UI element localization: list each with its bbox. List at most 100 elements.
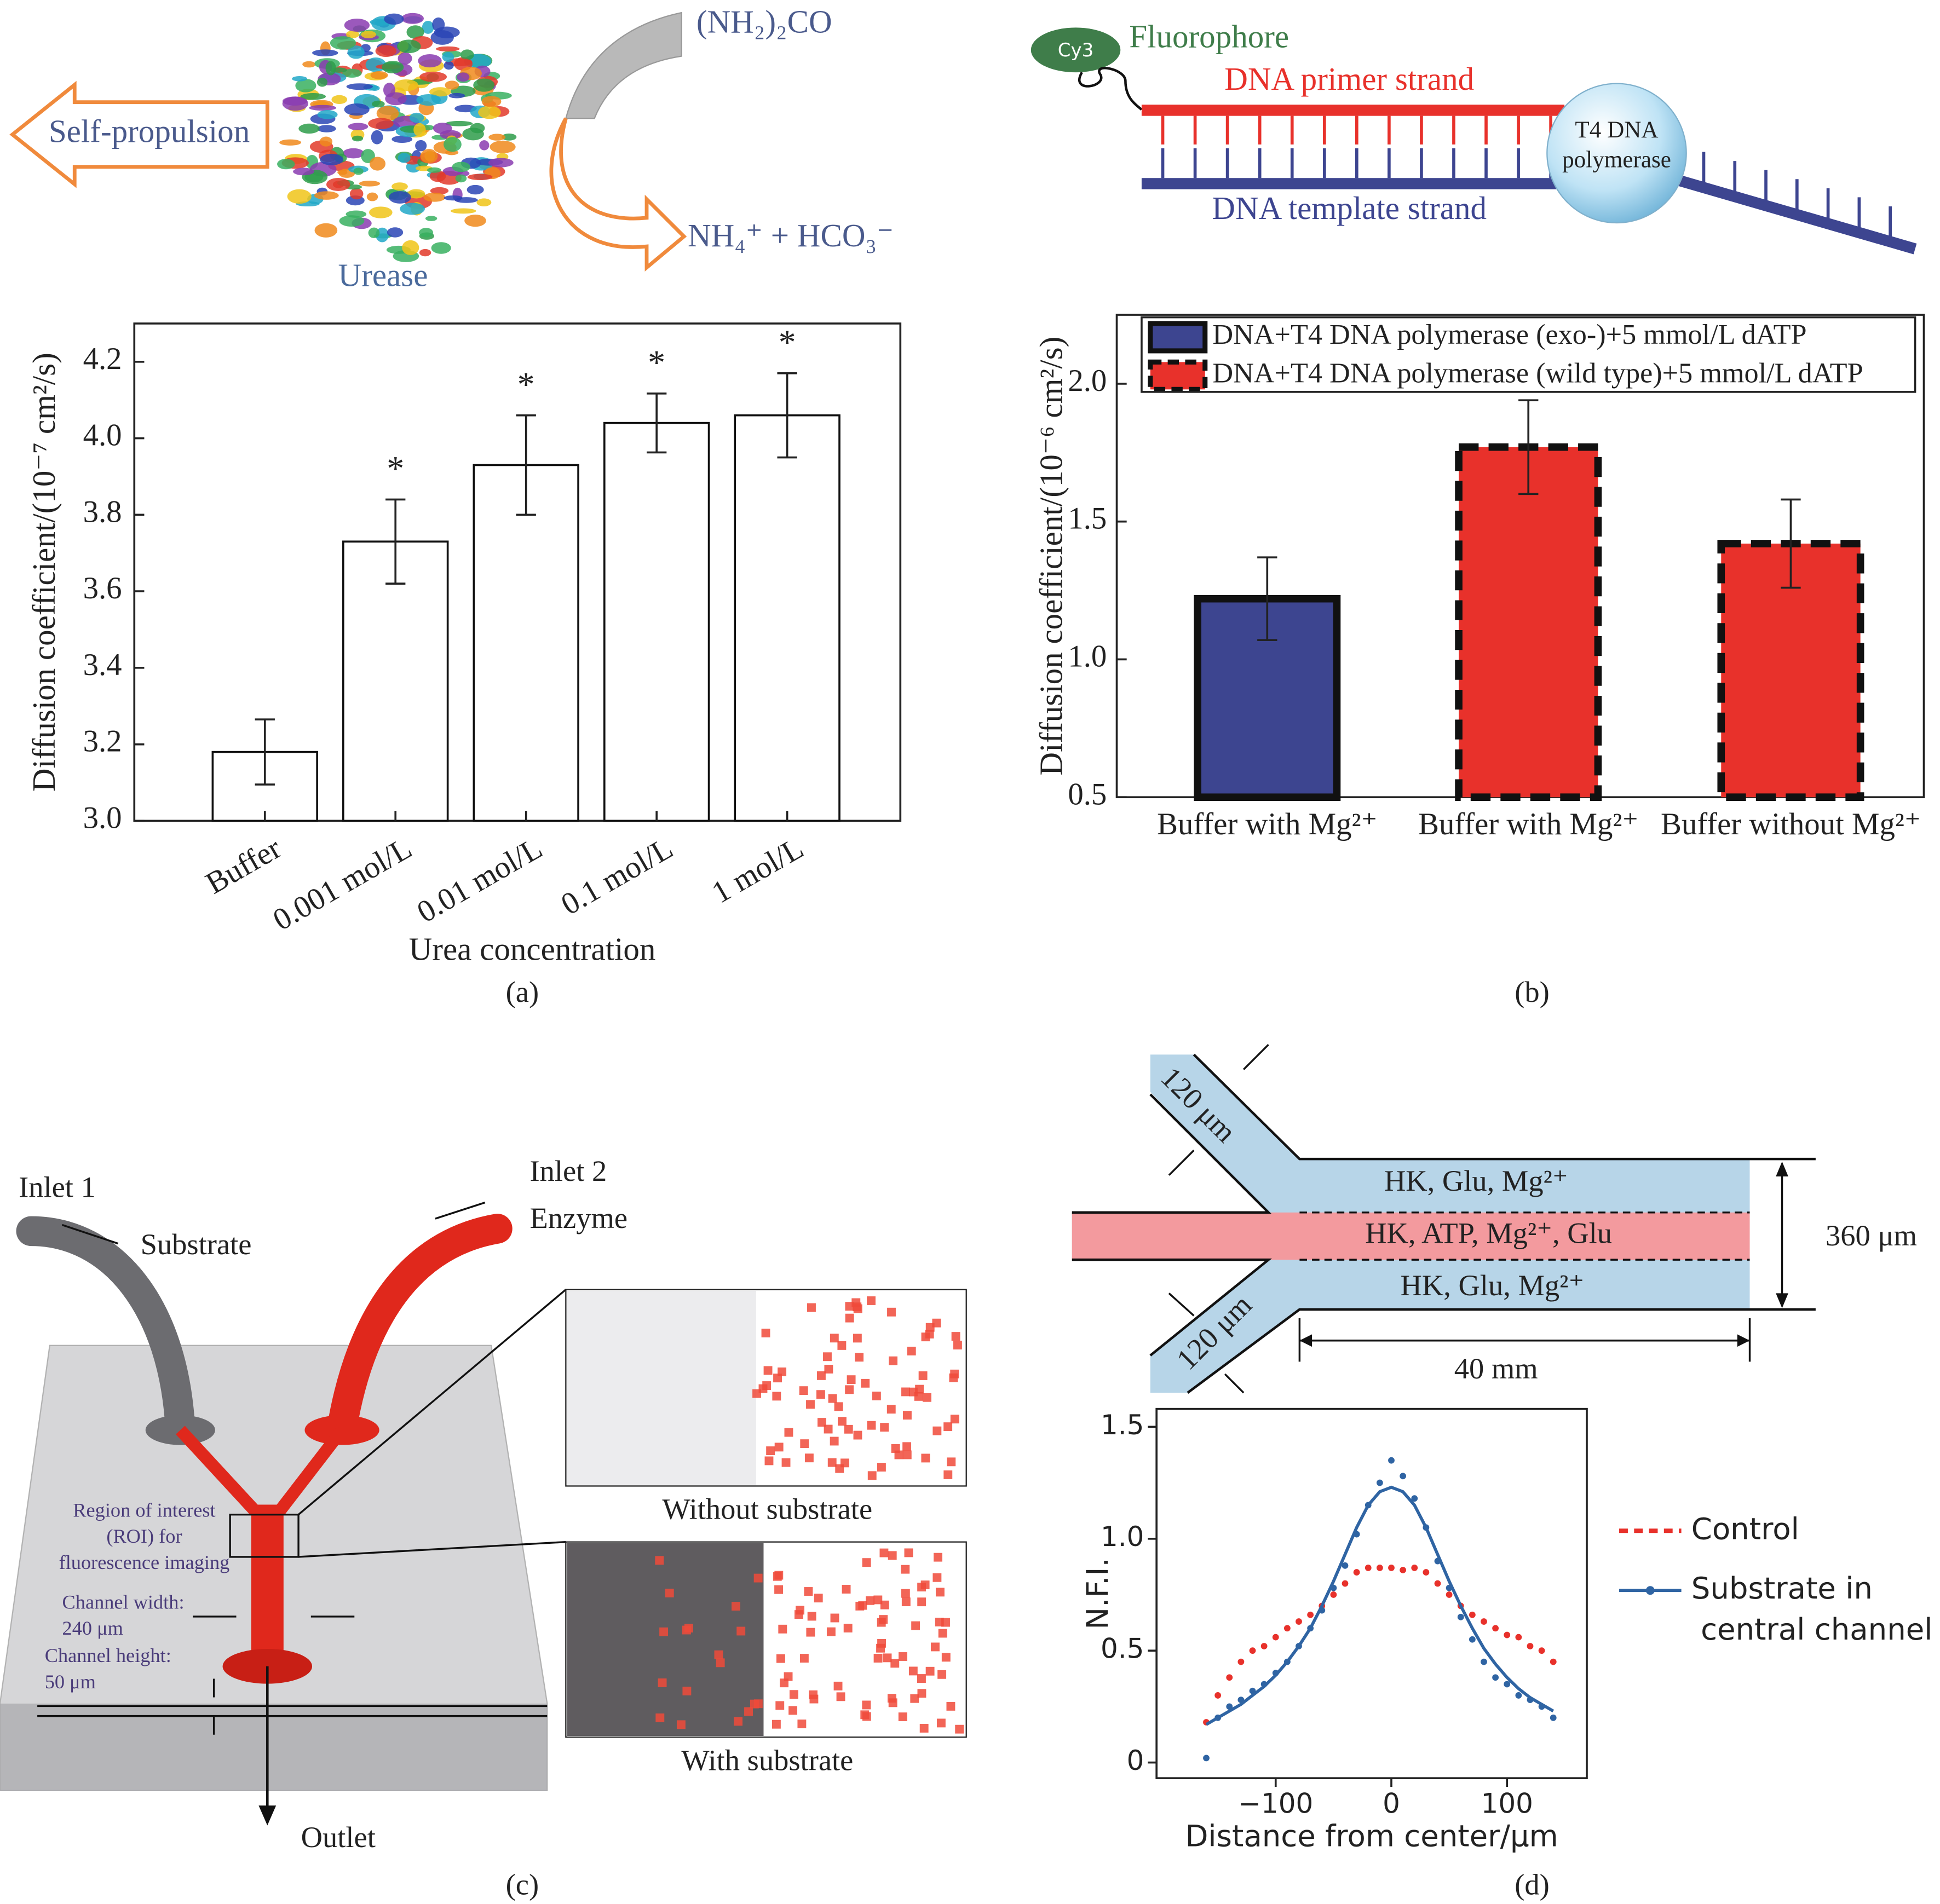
outlet-arrowhead [258,1805,277,1826]
protein-fragment [353,168,364,175]
dye-label: Cy3 [1058,39,1094,61]
data-point [1226,1674,1233,1681]
particle [766,1446,775,1455]
x-axis-label: Urea concentration [409,931,656,967]
particle [807,1612,816,1621]
particle [799,1386,808,1395]
particle [753,1573,763,1583]
protein-fragment [445,80,459,90]
microfluidic-diagram: Inlet 1 Substrate Inlet 2 Enzyme Region … [0,1154,967,1854]
particle [901,1565,910,1574]
protein-fragment [287,189,312,204]
protein-fragment [387,227,404,238]
particle [833,1681,843,1690]
particle [836,1692,845,1701]
protein-fragment [473,78,495,92]
legend-swatch [1148,359,1208,392]
particle [943,1422,953,1432]
template-label: DNA template strand [1212,190,1487,226]
panel-label: (c) [506,1868,539,1901]
protein-fragment [470,123,485,134]
protein-fragment [444,195,463,201]
protein-fragment [282,96,309,111]
linker [1078,67,1143,111]
particle [682,1686,692,1695]
particle [911,1621,920,1630]
x-tick-label: 0.01 mol/L [411,830,548,930]
particle [932,1426,942,1435]
protein-fragment [369,206,393,218]
particle [902,1411,912,1420]
data-point [1515,1692,1522,1699]
particle [806,1400,815,1409]
particle [887,1694,896,1703]
inlet-label: Substrate [141,1227,252,1261]
particle [845,1313,854,1323]
particle [796,1606,804,1615]
particle [789,1690,798,1699]
x-tick-label: −100 [1238,1788,1313,1820]
x-axis-label: Distance from center/μm [1185,1818,1558,1853]
significance-mark: * [648,343,665,382]
particle [844,1424,853,1434]
protein-fragment [359,180,381,187]
particle [907,1346,916,1355]
particle [774,1585,783,1594]
data-point [1469,1611,1476,1618]
legend-label: DNA+T4 DNA polymerase (exo-)+5 mmol/L dA… [1212,319,1806,350]
protein-fragment [419,71,447,82]
particle [889,1356,898,1365]
significance-mark: * [517,365,535,403]
protein-fragment [448,93,465,99]
protein-fragment [432,17,445,32]
legend-label: Substrate in central channel [1691,1571,1933,1647]
particle [830,1613,839,1623]
protein-fragment [317,125,336,132]
particle [659,1627,669,1636]
data-point [1342,1580,1349,1587]
protein-fragment [425,216,437,221]
particle [775,1701,785,1710]
dimension-label: Channel width: [62,1591,185,1613]
protein-fragment [429,170,446,182]
protein-fragment [416,94,441,106]
protein-fragment [450,208,476,214]
template-tail [1665,171,1917,255]
particle [867,1471,877,1480]
particle [807,1303,816,1312]
protein-fragment [418,54,442,68]
protein-fragment [490,140,516,153]
data-point [1307,1611,1314,1618]
protein-fragment [348,123,369,130]
propulsion-label: Self-propulsion [49,113,250,149]
particle [888,1551,897,1560]
particle [824,1424,833,1434]
fit-line [1205,1485,1555,1726]
inlet-label: Inlet 2 [530,1154,607,1187]
protein-fragment [436,46,460,51]
data-point [1400,1473,1407,1480]
particle [867,1421,876,1430]
protein-fragment [320,153,343,165]
y-tick-label: 1.0 [1101,1521,1144,1553]
protein-fragment [375,45,397,57]
particle [734,1717,743,1726]
particle [876,1643,885,1653]
particle [861,1378,870,1388]
protein-fragment [344,19,370,32]
particle [918,1371,928,1380]
particle [930,1642,940,1652]
channel-arms [175,1426,347,1515]
data-point [1376,1564,1383,1571]
protein-fragment [407,189,425,199]
protein-fragment [312,49,338,56]
data-point [1550,1658,1557,1665]
data-point [1481,1618,1487,1625]
protein-fragment [415,140,427,152]
bar [473,464,579,822]
data-point [1434,1580,1441,1587]
particle [840,1458,849,1468]
protein-fragment [309,105,337,111]
particle [934,1553,942,1562]
data-point [1550,1714,1557,1721]
